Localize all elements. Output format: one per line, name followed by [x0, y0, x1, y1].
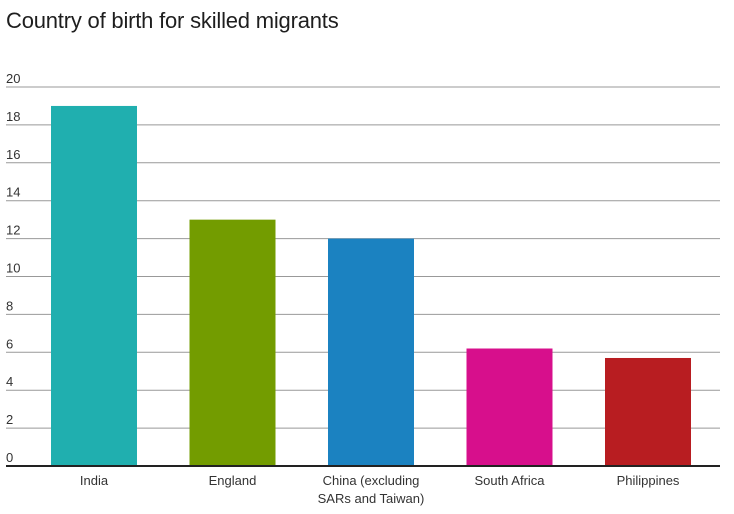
y-tick-label: 16: [6, 147, 20, 162]
x-tick-label: China (excluding SARs and Taiwan): [318, 473, 425, 506]
x-tick-label-line: SARs and Taiwan): [318, 491, 425, 506]
y-tick-label: 4: [6, 374, 13, 389]
bar-england: [189, 219, 276, 466]
x-tick-label-line: China (excluding: [323, 473, 420, 488]
chart-title: Country of birth for skilled migrants: [6, 8, 339, 33]
bar-south: [466, 348, 553, 466]
y-tick-label: 12: [6, 223, 20, 238]
y-tick-label: 14: [6, 185, 20, 200]
x-tick-label-line: South Africa: [474, 473, 545, 488]
bar-india: [51, 105, 137, 466]
x-tick-label-line: England: [209, 473, 257, 488]
y-tick-label: 20: [6, 71, 20, 86]
x-tick-label: India: [80, 473, 109, 488]
bars: [51, 105, 691, 466]
y-tick-label: 10: [6, 261, 20, 276]
y-axis-ticks: 0 2 4 6 8 10 12 14 16 18 20: [6, 71, 20, 465]
x-axis-labels: India England China (excluding SARs and Tai…: [80, 473, 680, 506]
y-tick-label: 8: [6, 298, 13, 313]
x-tick-label: England: [209, 473, 257, 488]
x-tick-label-line: Philippines: [617, 473, 680, 488]
y-tick-label: 2: [6, 412, 13, 427]
y-tick-label: 6: [6, 336, 13, 351]
x-tick-label: Philippines: [617, 473, 680, 488]
bar-philippines: [605, 357, 691, 466]
bar-china: [328, 238, 414, 466]
x-tick-label-line: India: [80, 473, 109, 488]
y-tick-label: 0: [6, 450, 13, 465]
x-tick-label: South Africa: [474, 473, 545, 488]
y-tick-label: 18: [6, 109, 20, 124]
